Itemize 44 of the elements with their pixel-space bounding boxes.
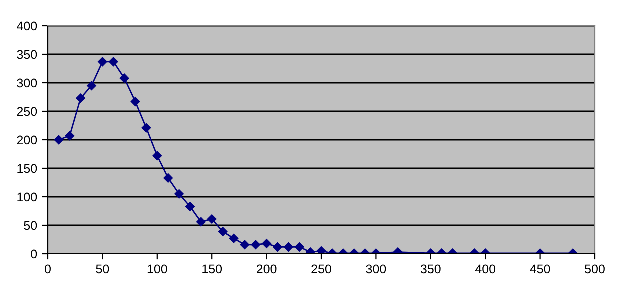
point bbox=[142, 123, 152, 133]
x-tick-label: 300 bbox=[366, 264, 386, 274]
x-tick-label: 400 bbox=[475, 264, 496, 274]
x-tick-label: 0 bbox=[45, 264, 51, 274]
point bbox=[174, 190, 184, 199]
point bbox=[273, 242, 282, 252]
point bbox=[218, 227, 228, 236]
y-tick-label: 0 bbox=[31, 250, 38, 259]
x-tick-label: 50 bbox=[96, 264, 110, 274]
y-tick-label: 100 bbox=[18, 192, 38, 202]
y-tick-label: 350 bbox=[17, 50, 38, 60]
y-tick-label: 300 bbox=[17, 78, 38, 88]
point bbox=[109, 57, 118, 67]
x-tick-label: 500 bbox=[585, 264, 605, 274]
x-tick-label: 100 bbox=[148, 264, 168, 274]
y-tick-label: 250 bbox=[17, 107, 38, 116]
point bbox=[98, 57, 108, 67]
y-tick-label: 400 bbox=[17, 22, 38, 31]
y-tick-label: 200 bbox=[17, 136, 38, 145]
x-tick-label: 200 bbox=[257, 264, 277, 274]
point bbox=[251, 240, 260, 250]
point bbox=[196, 217, 206, 227]
x-tick-label: 450 bbox=[530, 264, 550, 274]
point bbox=[229, 234, 239, 244]
y-tick-label: 50 bbox=[24, 221, 38, 230]
point bbox=[207, 214, 217, 224]
point bbox=[262, 239, 272, 248]
x-tick-label: 350 bbox=[420, 264, 441, 274]
point bbox=[294, 242, 304, 252]
point bbox=[284, 242, 294, 252]
point bbox=[120, 74, 130, 84]
x-tick-label: 150 bbox=[202, 264, 222, 274]
point bbox=[76, 94, 86, 104]
point bbox=[65, 131, 75, 141]
y-tick-label: 150 bbox=[18, 164, 38, 174]
point bbox=[316, 246, 326, 254]
point bbox=[240, 240, 250, 250]
point bbox=[164, 174, 173, 183]
point bbox=[54, 135, 64, 145]
point bbox=[186, 202, 195, 212]
point bbox=[130, 97, 140, 106]
point bbox=[152, 151, 162, 161]
x-tick-label: 250 bbox=[312, 264, 332, 274]
point bbox=[87, 81, 96, 90]
